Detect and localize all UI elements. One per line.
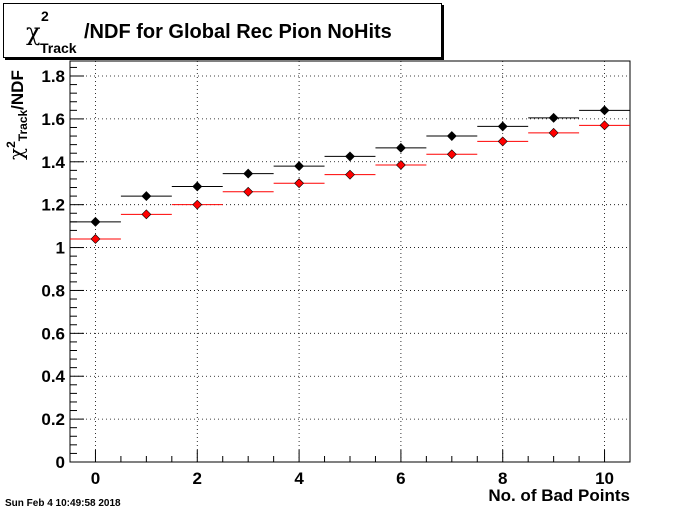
- series-0: [70, 105, 630, 227]
- y-axis-label-subscript: Track: [16, 109, 31, 142]
- x-tick-label: 6: [396, 469, 405, 488]
- y-tick-label: 0.2: [41, 410, 65, 429]
- data-point: [90, 234, 101, 244]
- data-point: [294, 178, 305, 189]
- x-tick-label: 0: [91, 469, 100, 488]
- data-point: [446, 149, 457, 160]
- data-point: [548, 127, 559, 138]
- data-point: [345, 169, 355, 180]
- x-tick-label: 8: [498, 469, 507, 488]
- x-tick-label: 10: [595, 469, 614, 488]
- x-tick-label: 4: [294, 469, 304, 488]
- y-tick-label: 0: [56, 453, 65, 472]
- data-point: [90, 216, 101, 227]
- data-point: [192, 181, 203, 192]
- data-point: [243, 168, 254, 179]
- y-tick-label: 1.4: [41, 153, 65, 172]
- data-point: [345, 151, 355, 162]
- chart-title: /NDF for Global Rec Pion NoHits: [84, 21, 392, 43]
- axis-tick-labels: 0 2 4 6 8 10 0 0.2 0.4 0.6 0.8 1 1.2 1.4 1.6 1.8: [41, 67, 614, 488]
- y-axis-label: χ2Track/NDF: [4, 70, 30, 160]
- data-point: [294, 161, 305, 171]
- y-tick-label: 1.6: [41, 110, 65, 129]
- data-point: [599, 120, 610, 131]
- data-point: [599, 105, 610, 116]
- data-point: [497, 136, 508, 147]
- y-axis-label-superscript: 2: [4, 141, 18, 148]
- axis-ticks: [70, 66, 631, 463]
- y-tick-label: 0.6: [41, 324, 65, 343]
- title-subscript: Track: [40, 40, 77, 56]
- y-tick-label: 1.8: [41, 67, 65, 86]
- title-chi-symbol: χ: [26, 18, 41, 46]
- data-point: [243, 186, 254, 197]
- data-point: [395, 142, 406, 153]
- data-point: [141, 209, 152, 220]
- y-tick-label: 0.8: [41, 281, 65, 300]
- x-axis-label: No. of Bad Points: [488, 486, 630, 505]
- chart-title-box: χ 2 Track /NDF for Global Rec Pion NoHit…: [3, 3, 442, 58]
- plot-frame: [69, 60, 631, 463]
- data-series: [70, 105, 630, 244]
- data-point: [395, 160, 406, 170]
- data-point: [192, 199, 203, 210]
- y-axis-label-text: /NDF: [8, 70, 27, 110]
- title-superscript: 2: [41, 8, 49, 24]
- data-point: [141, 191, 152, 202]
- axes: [69, 60, 631, 463]
- y-tick-label: 0.4: [41, 367, 65, 386]
- series-1: [70, 120, 630, 244]
- grid-lines: [70, 61, 630, 463]
- y-tick-label: 1.2: [41, 196, 65, 215]
- x-tick-label: 2: [193, 469, 202, 488]
- data-point: [446, 131, 457, 141]
- y-axis-label-chi: χ: [4, 147, 28, 160]
- timestamp: Sun Feb 4 10:49:58 2018: [5, 498, 121, 509]
- data-point: [497, 121, 508, 132]
- data-point: [548, 112, 559, 123]
- y-tick-label: 1: [56, 239, 65, 258]
